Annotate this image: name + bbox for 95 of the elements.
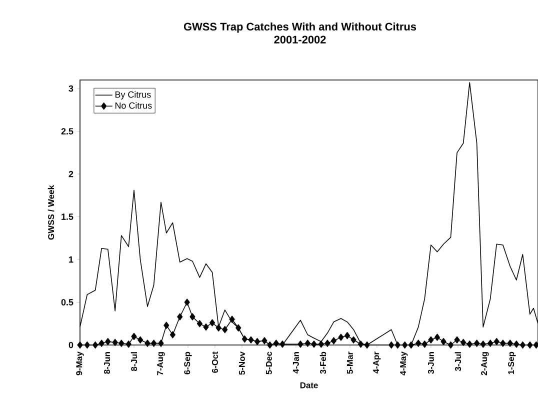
point xyxy=(144,340,150,347)
x-tick-label: 3-Feb xyxy=(320,352,326,374)
point xyxy=(138,336,144,344)
chart-title: GWSS Trap Catches With and Without Citrus xyxy=(184,22,416,33)
point xyxy=(112,338,118,346)
point xyxy=(126,340,132,348)
point xyxy=(105,338,111,346)
point xyxy=(466,340,472,348)
point xyxy=(304,340,310,347)
point xyxy=(416,340,422,347)
y-tick-label: 2 xyxy=(68,170,74,178)
point xyxy=(196,320,202,328)
point xyxy=(190,313,196,320)
x-tick-label: 4-May xyxy=(400,352,408,376)
x-tick-label: 4-Jan xyxy=(293,352,299,374)
point xyxy=(428,336,434,344)
point xyxy=(184,298,190,306)
point xyxy=(527,341,533,349)
point xyxy=(298,340,304,348)
legend-label: No Citrus xyxy=(115,102,152,109)
point xyxy=(494,338,500,346)
point xyxy=(92,341,98,349)
x-tick-label: 6-Oct xyxy=(212,352,218,373)
x-tick-label: 7-Aug xyxy=(157,352,165,376)
point xyxy=(324,340,330,347)
point xyxy=(209,319,216,326)
y-tick-label: 3 xyxy=(68,85,74,92)
point xyxy=(118,340,124,347)
point xyxy=(84,341,90,349)
point xyxy=(514,340,520,348)
x-tick-label: 3-Jul xyxy=(454,352,462,372)
x-tick-label: 9-May xyxy=(76,352,84,376)
y-axis-title: GWSS / Week xyxy=(48,185,54,240)
point xyxy=(474,340,480,347)
point xyxy=(358,340,364,348)
y-tick-label: 1 xyxy=(69,256,74,263)
point xyxy=(262,337,268,344)
point xyxy=(507,340,513,347)
chart-subtitle: 2001-2002 xyxy=(274,36,326,44)
x-tick-label: 8-Jul xyxy=(130,352,138,372)
point xyxy=(408,341,414,349)
point xyxy=(434,334,440,341)
point xyxy=(488,340,494,347)
point xyxy=(402,341,408,349)
x-tick-label: 8-Jun xyxy=(104,352,110,374)
x-tick-label: 5-Dec xyxy=(266,352,272,374)
point xyxy=(267,341,273,349)
point xyxy=(77,341,83,349)
point xyxy=(318,340,324,348)
point xyxy=(440,338,446,346)
point xyxy=(364,341,370,349)
point xyxy=(242,335,248,343)
point xyxy=(273,340,279,347)
y-tick-label: 1.5 xyxy=(62,214,74,220)
point xyxy=(177,313,183,320)
x-tick-label: 6-Sep xyxy=(184,352,192,374)
point xyxy=(480,340,486,348)
x-tick-label: 4-Apr xyxy=(373,352,381,374)
point xyxy=(170,331,176,338)
point xyxy=(422,340,428,348)
point xyxy=(229,316,235,323)
point xyxy=(350,336,356,344)
point xyxy=(236,324,242,332)
point xyxy=(222,326,228,334)
point xyxy=(448,341,454,349)
x-axis-title: Date xyxy=(300,382,318,388)
point xyxy=(131,332,137,340)
x-tick-label: 2-Aug xyxy=(481,352,489,376)
point xyxy=(388,341,394,349)
point xyxy=(454,336,460,344)
point xyxy=(216,324,222,332)
point xyxy=(150,340,157,347)
point xyxy=(330,337,337,344)
point xyxy=(520,341,526,349)
y-tick-label: 0.5 xyxy=(61,299,74,306)
point xyxy=(338,334,344,341)
point xyxy=(158,340,164,347)
point xyxy=(248,336,254,344)
point xyxy=(500,340,506,347)
x-tick-label: 1-Sep xyxy=(508,352,516,374)
x-tick-label: 5-Nov xyxy=(239,352,245,375)
y-tick-label: 2.5 xyxy=(61,128,74,134)
point xyxy=(394,341,400,349)
y-tick-label: 0 xyxy=(68,342,74,348)
x-tick-label: 5-Mar xyxy=(346,352,353,374)
point xyxy=(164,322,170,329)
point xyxy=(311,340,317,348)
point xyxy=(203,323,209,331)
point xyxy=(344,332,350,340)
point xyxy=(280,340,286,348)
point xyxy=(98,340,104,347)
point xyxy=(254,338,260,346)
x-tick-label: 3-Jun xyxy=(428,352,434,374)
legend-label: By Citrus xyxy=(115,91,151,100)
point xyxy=(460,338,466,346)
